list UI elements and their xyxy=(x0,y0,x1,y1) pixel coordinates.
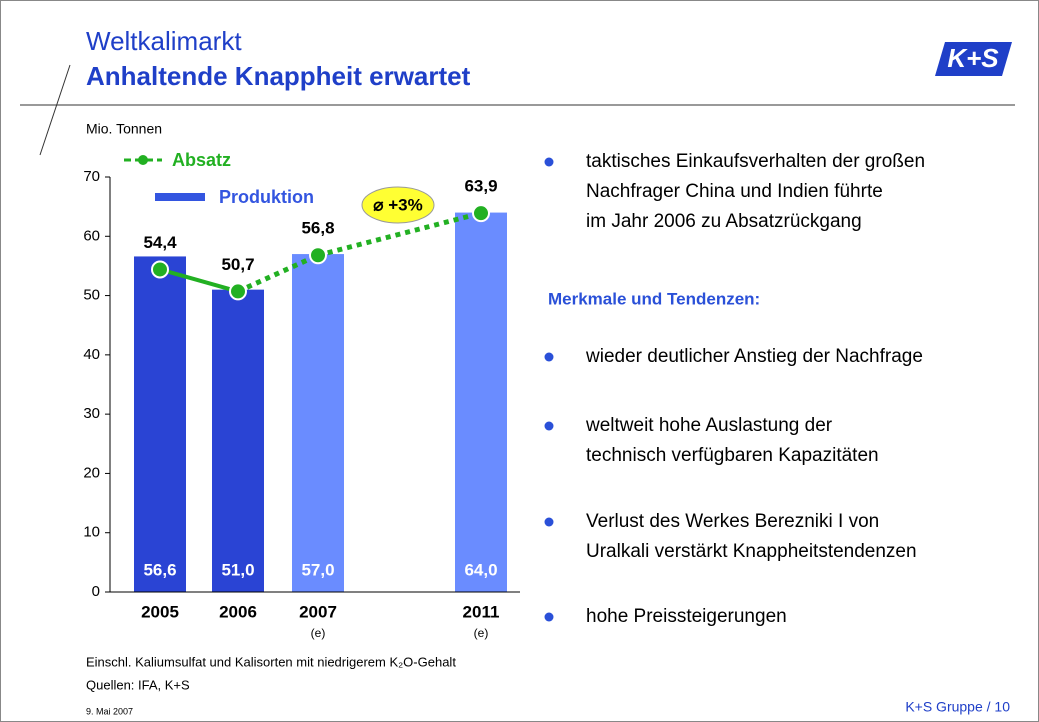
y-tick-label: 40 xyxy=(83,346,100,363)
x-tick-label: 2005 xyxy=(141,602,179,621)
date: 9. Mai 2007 xyxy=(86,706,133,716)
bullet-text: hohe Preissteigerungen xyxy=(586,606,787,627)
y-tick-label: 0 xyxy=(92,583,100,600)
bullet-dot xyxy=(544,612,554,622)
bar-value-label: 57,0 xyxy=(301,560,334,579)
y-tick-label: 70 xyxy=(83,168,100,185)
bullet-dot xyxy=(544,517,554,527)
title: Weltkalimarkt xyxy=(86,26,242,56)
bullet-text: Uralkali verstärkt Knappheitstendenzen xyxy=(586,541,917,562)
point-value-label: 63,9 xyxy=(464,177,497,196)
logo: K+S xyxy=(935,42,1012,76)
y-tick-label: 30 xyxy=(83,405,100,422)
sources: Quellen: IFA, K+S xyxy=(86,677,190,692)
bar xyxy=(292,254,344,593)
bar xyxy=(212,289,264,592)
footnote: Einschl. Kaliumsulfat und Kalisorten mit… xyxy=(86,654,456,669)
subtitle: Anhaltende Knappheit erwartet xyxy=(86,61,471,91)
annotation: ⌀ +3% xyxy=(373,195,422,214)
legend-bar-icon xyxy=(155,193,205,201)
x-tick-note: (e) xyxy=(311,626,326,640)
legend-point-icon xyxy=(138,155,148,165)
bar xyxy=(455,212,507,593)
bullet-text: im Jahr 2006 zu Absatzrückgang xyxy=(586,211,862,232)
bullet-text: taktisches Einkaufsverhalten der großen xyxy=(586,151,925,172)
logo-box xyxy=(935,42,1012,76)
bullet-dot xyxy=(544,352,554,362)
annotation-bubble xyxy=(361,186,435,224)
legend-label: Produktion xyxy=(219,187,314,207)
line-point xyxy=(472,204,490,223)
x-tick-note: (e) xyxy=(474,626,489,640)
x-tick-label: 2007 xyxy=(299,602,337,621)
bar-value-label: 56,6 xyxy=(143,560,176,579)
bullet-text: Verlust des Werkes Berezniki I von xyxy=(586,511,879,532)
y-axis-label: Mio. Tonnen xyxy=(86,121,162,137)
bullet-text: Nachfrager China und Indien führte xyxy=(586,181,883,202)
bar-value-label: 64,0 xyxy=(464,560,497,579)
line-point xyxy=(309,246,327,265)
line-segment xyxy=(159,267,239,294)
point-value-label: 56,8 xyxy=(301,219,334,238)
bullet-text: technisch verfügbaren Kapazitäten xyxy=(586,445,879,466)
y-tick-label: 50 xyxy=(83,287,100,304)
logo-text: K+S xyxy=(947,43,999,73)
bullet-dot xyxy=(544,157,554,167)
point-value-label: 54,4 xyxy=(143,233,177,252)
section-heading: Merkmale und Tendenzen: xyxy=(548,289,760,308)
x-tick-label: 2006 xyxy=(219,602,257,621)
line-segment xyxy=(236,252,320,294)
x-tick-label: 2011 xyxy=(463,602,500,621)
page-number: K+S Gruppe / 10 xyxy=(905,699,1010,715)
y-tick-label: 20 xyxy=(83,464,100,481)
point-value-label: 50,7 xyxy=(221,255,254,274)
legend: Absatz Produktion xyxy=(124,150,314,207)
slash-rule xyxy=(39,64,71,156)
bar xyxy=(134,256,186,592)
line-point xyxy=(229,282,247,301)
bar-value-label: 51,0 xyxy=(221,560,254,579)
line-point xyxy=(151,260,169,279)
line-segment xyxy=(317,210,482,258)
legend-label: Absatz xyxy=(172,150,231,170)
y-tick-label: 60 xyxy=(83,227,100,244)
bullet-text: wieder deutlicher Anstieg der Nachfrage xyxy=(585,346,923,367)
bullet-text: weltweit hohe Auslastung der xyxy=(585,415,833,436)
y-tick-label: 10 xyxy=(83,524,100,541)
bullet-dot xyxy=(544,421,554,431)
